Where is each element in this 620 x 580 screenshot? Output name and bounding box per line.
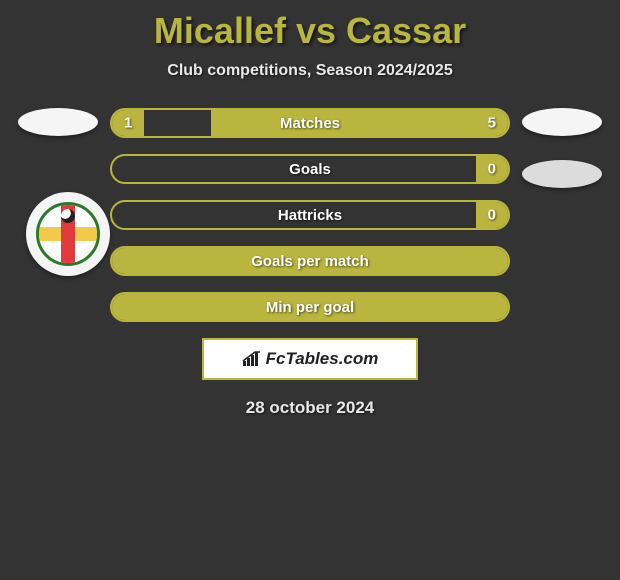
stat-row: Goals per match [110, 246, 510, 276]
brand-label: FcTables.com [266, 349, 379, 369]
club-crest-shield [36, 202, 100, 266]
player-left-badge [18, 108, 98, 136]
page-title: Micallef vs Cassar [0, 0, 620, 52]
stat-row: 1 Matches 5 [110, 108, 510, 138]
player-right-badge-2 [522, 160, 602, 188]
stat-label: Goals [289, 161, 331, 178]
stat-fill-right [211, 110, 508, 136]
stat-row: Hattricks 0 [110, 200, 510, 230]
stat-label: Goals per match [251, 253, 369, 270]
stat-label: Hattricks [278, 207, 342, 224]
stat-row: Goals 0 [110, 154, 510, 184]
crest-ball-icon [61, 209, 75, 223]
stat-value-right: 5 [488, 115, 496, 132]
stat-label: Matches [280, 115, 340, 132]
stat-row: Min per goal [110, 292, 510, 322]
subtitle: Club competitions, Season 2024/2025 [0, 62, 620, 80]
brand-box[interactable]: FcTables.com [202, 338, 418, 380]
stat-value-left: 1 [124, 115, 132, 132]
club-crest [26, 192, 110, 276]
date: 28 october 2024 [0, 398, 620, 418]
stats-area: 1 Matches 5 Goals 0 Hattricks 0 Goals per match… [0, 108, 620, 322]
brand-text: FcTables.com [242, 349, 379, 369]
bar-chart-icon [242, 351, 262, 367]
stat-label: Min per goal [266, 299, 354, 316]
stat-value-right: 0 [488, 161, 496, 178]
player-right-badge [522, 108, 602, 136]
stat-value-right: 0 [488, 207, 496, 224]
